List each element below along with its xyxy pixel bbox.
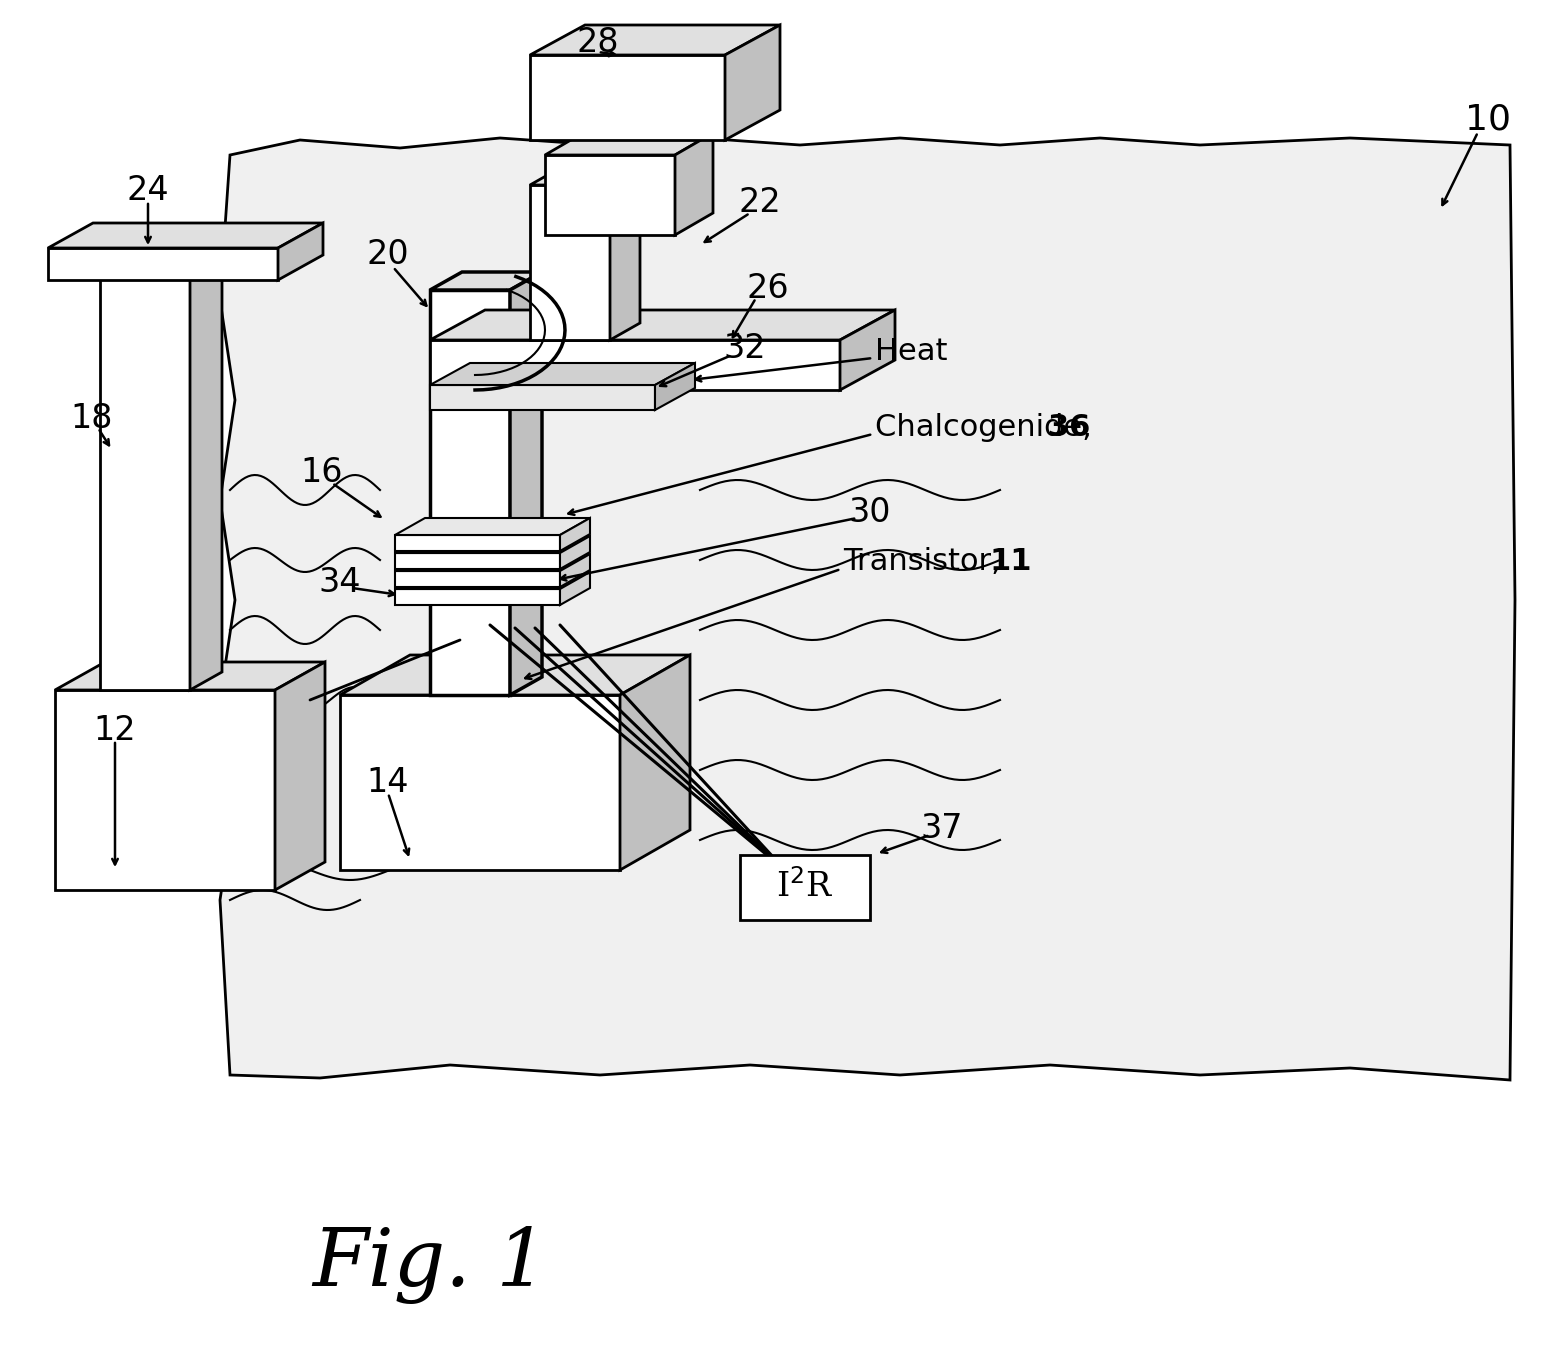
Polygon shape xyxy=(530,56,724,140)
Polygon shape xyxy=(394,571,559,587)
Polygon shape xyxy=(190,252,222,690)
Polygon shape xyxy=(619,655,690,871)
Text: 12: 12 xyxy=(94,713,136,747)
Text: 30: 30 xyxy=(849,495,891,529)
Polygon shape xyxy=(430,273,542,290)
Polygon shape xyxy=(48,248,277,279)
Polygon shape xyxy=(840,311,895,391)
Polygon shape xyxy=(530,168,640,184)
Polygon shape xyxy=(341,655,690,696)
Polygon shape xyxy=(394,572,590,589)
Polygon shape xyxy=(341,696,619,871)
Polygon shape xyxy=(430,290,510,696)
Text: 16: 16 xyxy=(300,456,344,488)
Polygon shape xyxy=(430,385,655,410)
Text: 28: 28 xyxy=(576,26,619,58)
Text: 36: 36 xyxy=(1048,414,1091,442)
Polygon shape xyxy=(220,138,1515,1079)
Polygon shape xyxy=(277,222,324,279)
Polygon shape xyxy=(546,155,675,235)
Text: 18: 18 xyxy=(71,401,112,434)
Polygon shape xyxy=(394,589,559,605)
Text: 14: 14 xyxy=(367,766,410,799)
Polygon shape xyxy=(394,518,590,536)
Text: 37: 37 xyxy=(922,811,963,845)
Polygon shape xyxy=(559,536,590,570)
Text: I$^2$R: I$^2$R xyxy=(777,869,834,904)
Polygon shape xyxy=(394,536,559,551)
Polygon shape xyxy=(274,662,325,890)
Polygon shape xyxy=(559,555,590,587)
Polygon shape xyxy=(430,340,840,391)
Text: 32: 32 xyxy=(724,331,766,365)
Text: 22: 22 xyxy=(738,186,781,218)
Polygon shape xyxy=(100,270,190,690)
Text: 10: 10 xyxy=(1465,103,1512,137)
Polygon shape xyxy=(724,24,780,140)
Polygon shape xyxy=(100,252,222,270)
Polygon shape xyxy=(655,363,695,410)
Text: 34: 34 xyxy=(319,565,361,598)
Text: Fig. 1: Fig. 1 xyxy=(313,1226,547,1304)
Polygon shape xyxy=(430,311,895,340)
Polygon shape xyxy=(559,572,590,605)
Polygon shape xyxy=(510,273,542,696)
Polygon shape xyxy=(430,363,695,385)
Polygon shape xyxy=(394,553,559,570)
Text: Heat: Heat xyxy=(875,338,948,366)
Text: 11: 11 xyxy=(989,548,1032,576)
Text: 26: 26 xyxy=(747,271,789,305)
Polygon shape xyxy=(740,856,871,919)
Polygon shape xyxy=(546,133,713,155)
Polygon shape xyxy=(559,518,590,551)
Polygon shape xyxy=(530,184,610,340)
Text: 20: 20 xyxy=(367,239,410,271)
Polygon shape xyxy=(48,222,324,248)
Polygon shape xyxy=(55,690,274,890)
Text: Chalcogenide,: Chalcogenide, xyxy=(875,414,1102,442)
Text: 24: 24 xyxy=(126,174,170,206)
Polygon shape xyxy=(394,555,590,571)
Polygon shape xyxy=(55,662,325,690)
Polygon shape xyxy=(675,133,713,235)
Polygon shape xyxy=(530,24,780,56)
Polygon shape xyxy=(394,536,590,553)
Polygon shape xyxy=(610,168,640,340)
Text: Transistor,: Transistor, xyxy=(843,548,1011,576)
